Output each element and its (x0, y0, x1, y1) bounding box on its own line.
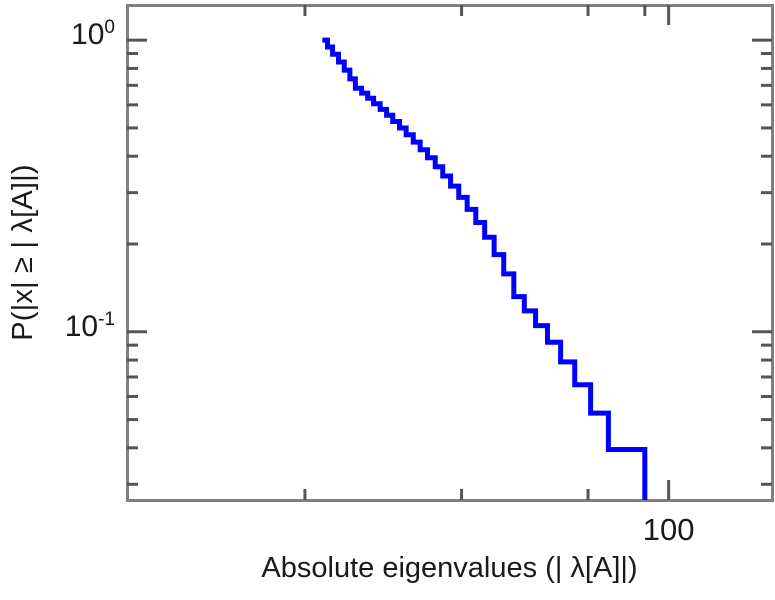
x-tick-label-100: 100 (642, 512, 695, 547)
data-series (322, 37, 648, 500)
y-tick-label-10e0: 100 (71, 17, 115, 52)
tick-marks (127, 5, 772, 500)
axes-frame (126, 4, 774, 502)
y-tick-label-10e-1: 10-1 (64, 308, 115, 343)
x-axis-label: Absolute eigenvalues (| λ[A]|) (261, 552, 638, 584)
